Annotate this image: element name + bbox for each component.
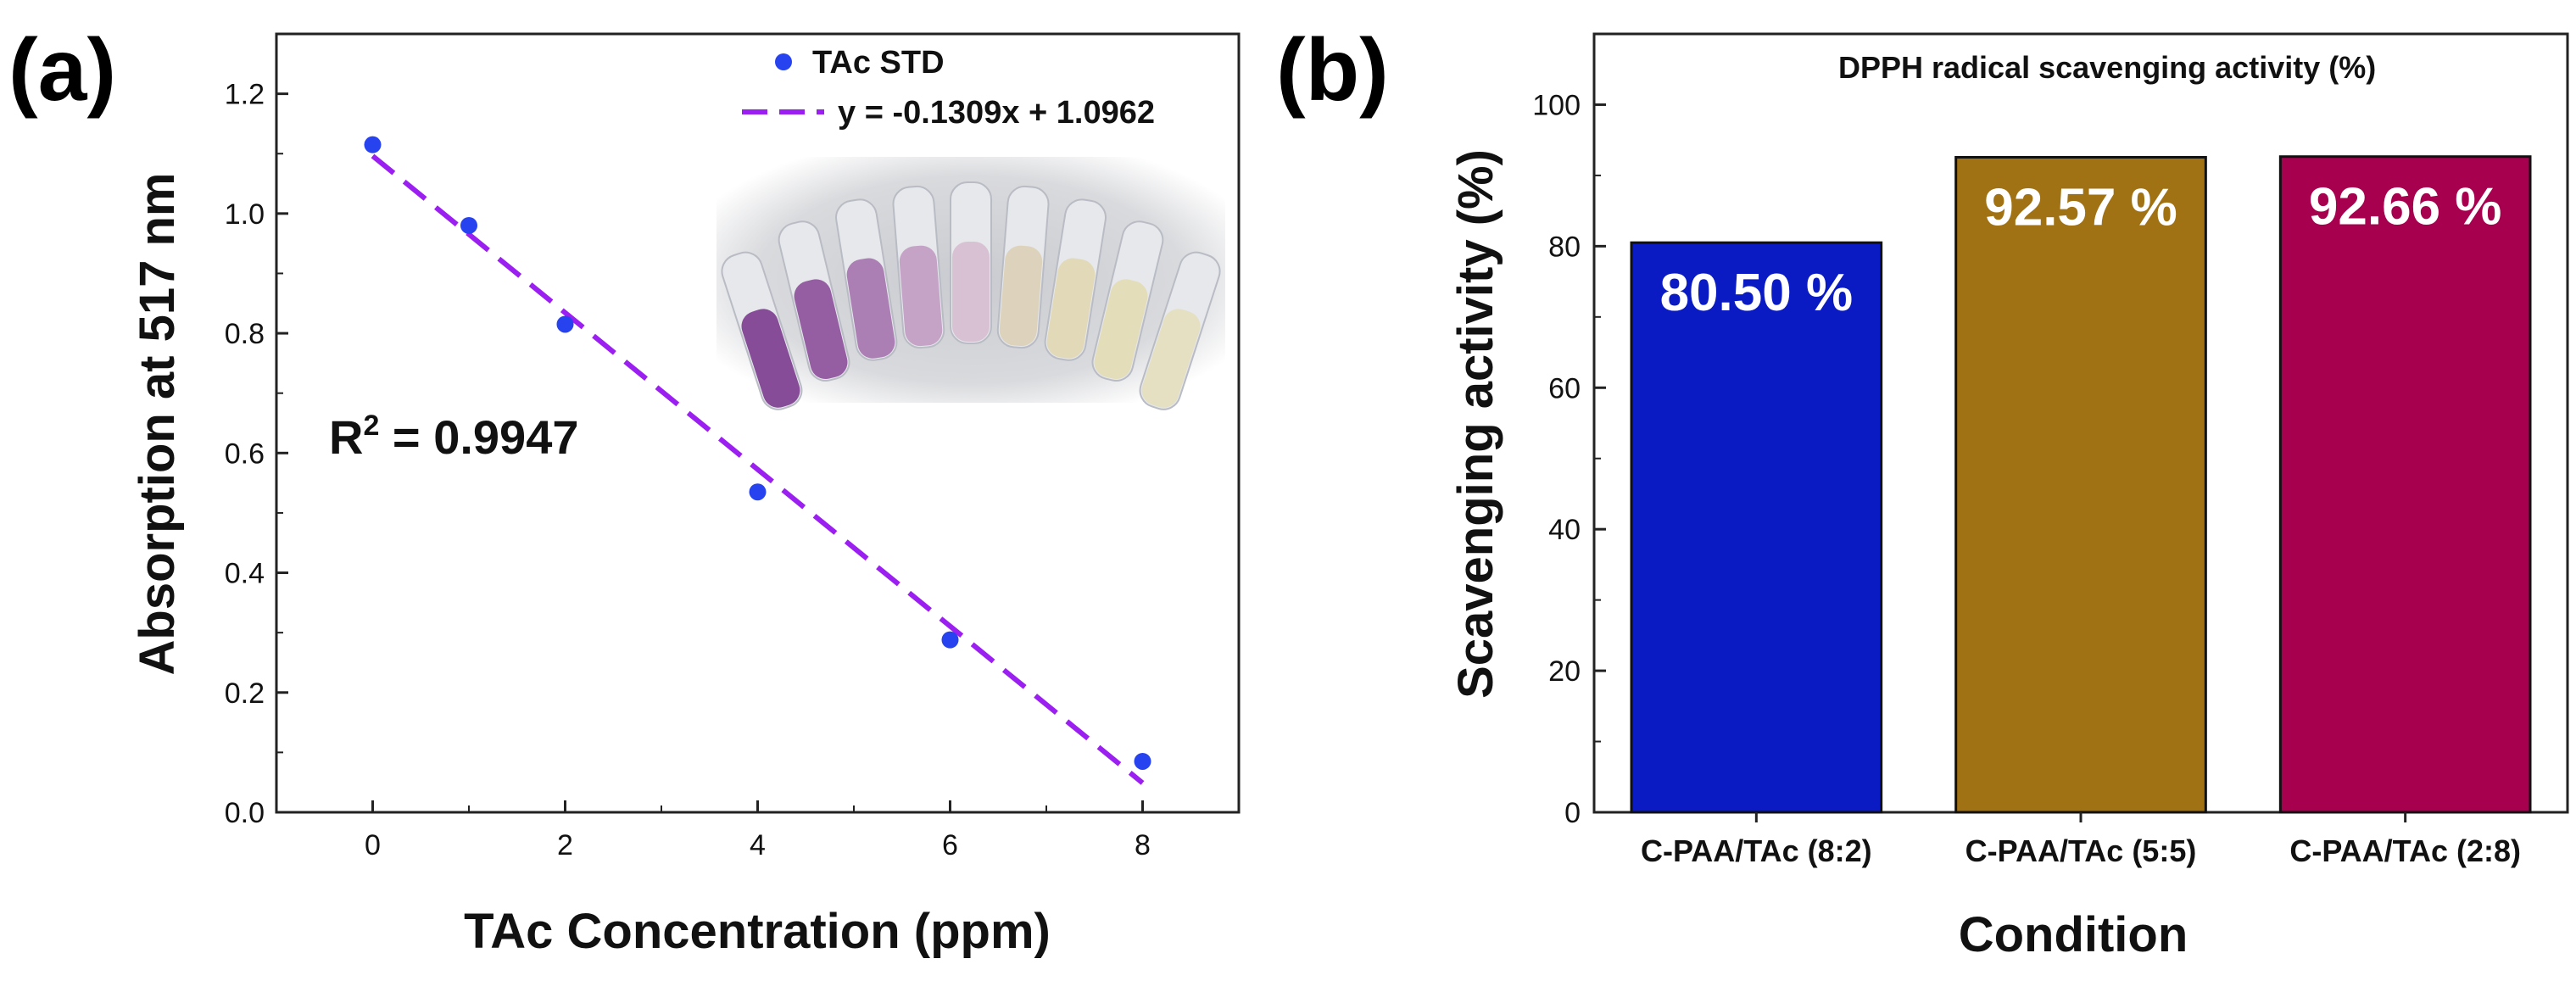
vial-liquid <box>1141 309 1201 408</box>
vial <box>1044 198 1107 361</box>
y-tick-label: 60 <box>1548 372 1581 404</box>
bar-value-label: 92.57 % <box>1984 178 2177 237</box>
panel-b-title-annotation: DPPH radical scavenging activity (%) <box>1838 50 2376 85</box>
panel-a-y-axis-title: Absorption at 517 nm <box>130 173 185 676</box>
vial-liquid <box>794 279 848 379</box>
data-point <box>941 631 959 649</box>
vial-liquid <box>952 242 990 342</box>
x-tick-label: 0 <box>365 829 381 861</box>
panel-b-x-axis-title: Condition <box>1959 907 2188 962</box>
panel-b-label: (b) <box>1276 21 1389 120</box>
y-tick-label: 20 <box>1548 655 1581 688</box>
legend-marker-tac-std <box>775 53 792 70</box>
bar-value-label: 80.50 % <box>1660 264 1854 322</box>
vial-liquid <box>899 245 943 347</box>
panel-a-axis-ticks: 0 2 4 6 8 0.0 0.2 0.4 0.6 0.8 1.0 1.2 <box>225 33 1240 861</box>
vials-photo-icon <box>716 157 1225 410</box>
vial <box>1139 251 1221 410</box>
data-points-group <box>364 136 1151 770</box>
x-tick-label: 4 <box>750 829 766 861</box>
vial <box>721 251 803 410</box>
bar <box>2278 155 2532 814</box>
data-point <box>556 315 574 333</box>
data-point <box>749 483 767 501</box>
y-tick-label: 0 <box>1564 797 1581 829</box>
panel-a-legend: TAc STD y = -0.1309x + 1.0962 <box>742 45 1155 131</box>
y-tick-label: 80 <box>1548 231 1581 263</box>
category-label: C-PAA/TAc (5:5) <box>1965 833 2197 868</box>
vial <box>835 198 898 361</box>
category-label: C-PAA/TAc (2:8) <box>2289 833 2521 868</box>
vial-liquid <box>846 258 895 359</box>
r2-base: R <box>329 410 363 464</box>
y-tick-label: 0.8 <box>225 318 265 350</box>
vial-liquid <box>1046 258 1096 359</box>
y-tick-label: 100 <box>1532 89 1581 121</box>
vial-liquid <box>741 309 800 408</box>
vial-liquid <box>1094 279 1148 379</box>
category-label: C-PAA/TAc (8:2) <box>1641 833 1872 868</box>
y-tick-label: 1.2 <box>225 79 265 111</box>
linear-fit-line <box>371 153 1145 785</box>
x-tick-label: 8 <box>1135 829 1151 861</box>
r-squared-annotation: R2 = 0.9947 <box>329 410 578 464</box>
vial-liquid <box>999 245 1043 347</box>
fit-line-group <box>371 153 1145 785</box>
y-tick-label: 0.2 <box>225 677 265 710</box>
vial <box>950 181 992 344</box>
legend-label-fit-equation: y = -0.1309x + 1.0962 <box>838 95 1155 131</box>
legend-label-tac-std: TAc STD <box>812 45 945 81</box>
x-tick-label: 6 <box>942 829 958 861</box>
panel-b-y-axis-title: Scavenging activity (%) <box>1448 149 1503 699</box>
x-tick-label: 2 <box>557 829 573 861</box>
data-point <box>1134 752 1151 770</box>
y-tick-label: 1.0 <box>225 198 265 231</box>
r2-superscript: 2 <box>363 410 379 442</box>
panel-b-axis-ticks: 0 20 40 60 80 100 <box>1532 33 2407 829</box>
r2-value: = 0.9947 <box>379 410 578 464</box>
vial <box>996 185 1050 349</box>
vial <box>1091 220 1164 382</box>
bars-group: 80.50 % C-PAA/TAc (8:2) 92.57 % C-PAA/TAc (… <box>1630 155 2532 868</box>
bar <box>1630 241 1883 814</box>
y-tick-label: 0.6 <box>225 438 265 470</box>
panel-a-label: (a) <box>8 21 116 120</box>
vial <box>892 185 945 349</box>
panel-b-bar-chart: (b) 80.50 % C-PAA/TAc (8:2) 92.57 % C-PAA/T… <box>1276 21 2569 962</box>
panel-a-scatter-chart: (a) 0 2 4 6 8 0.0 0.2 0.4 0.6 0.8 1.0 1.2 TAc Conce… <box>8 21 1241 959</box>
bar <box>1954 155 2207 814</box>
y-tick-label: 0.4 <box>225 558 265 590</box>
vial <box>778 220 850 382</box>
data-point <box>364 136 382 153</box>
y-tick-label: 0.0 <box>225 797 265 829</box>
bar-value-label: 92.66 % <box>2309 178 2502 237</box>
y-tick-label: 40 <box>1548 514 1581 546</box>
data-point <box>460 216 477 234</box>
panel-a-x-axis-title: TAc Concentration (ppm) <box>464 904 1051 959</box>
